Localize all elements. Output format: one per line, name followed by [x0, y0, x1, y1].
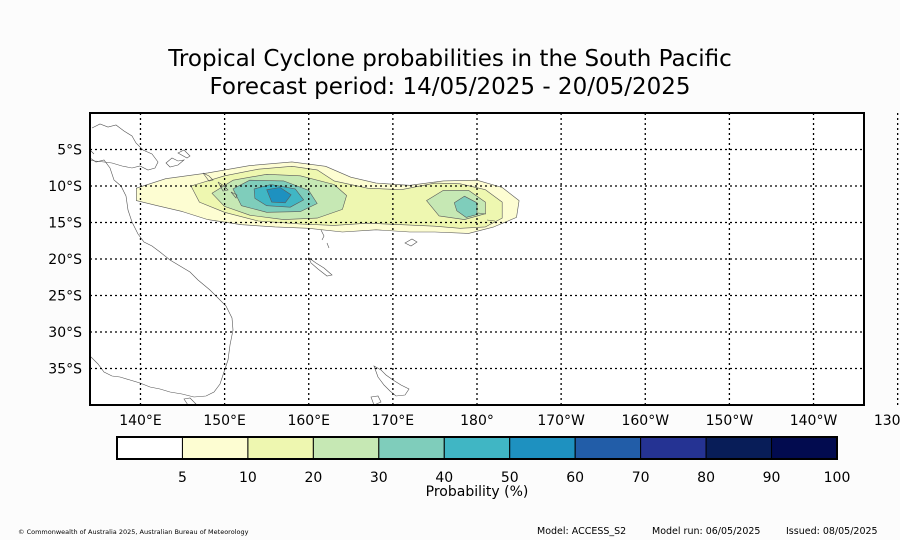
lat-tick-label: 35°S [48, 362, 82, 378]
model-name: Model: ACCESS_S2 [537, 526, 627, 537]
graticule [90, 113, 899, 405]
longitude-tick-labels: 140°E 150°E 160°E 170°E 180° 170°W 160°W 150°W 1… [119, 413, 900, 429]
colorbar-tick-labels: 5 10 20 30 40 50 60 70 80 90 100 [178, 470, 850, 486]
colorbar-segment-5 [443, 436, 511, 460]
colorbar-tick-label: 20 [304, 470, 322, 486]
lon-tick-label: 160°W [621, 413, 669, 429]
lon-tick-label: 170°E [372, 413, 415, 429]
colorbar-segment-6 [509, 436, 576, 460]
colorbar-segment-1 [181, 436, 249, 460]
copyright-note: © Commonwealth of Australia 2025, Austra… [18, 528, 249, 536]
colorbar-segment-8 [640, 436, 707, 460]
lat-tick-label: 15°S [48, 216, 82, 232]
colorbar-tick-label: 5 [178, 470, 187, 486]
colorbar-segment-0 [116, 436, 183, 460]
colorbar [116, 436, 838, 460]
latitude-tick-labels: 5°S 10°S 15°S 20°S 25°S 30°S 35°S [48, 143, 82, 378]
lat-tick-label: 25°S [48, 289, 82, 305]
colorbar-tick-label: 40 [435, 470, 453, 486]
colorbar-tick-label: 10 [239, 470, 257, 486]
lat-tick-label: 5°S [57, 143, 82, 159]
issued-date: Issued: 08/05/2025 [786, 526, 878, 537]
colorbar-label: Probability (%) [426, 484, 529, 500]
colorbar-tick-label: 100 [824, 470, 851, 486]
lat-tick-label: 10°S [48, 179, 82, 195]
colorbar-segment-2 [247, 436, 314, 460]
lat-tick-label: 30°S [48, 325, 82, 341]
probability-contours [136, 161, 520, 234]
lon-tick-label: 160°E [287, 413, 330, 429]
colorbar-tick-label: 70 [632, 470, 650, 486]
colorbar-segment-3 [312, 436, 380, 460]
chart-title: Tropical Cyclone probabilities in the So… [168, 46, 732, 72]
lon-tick-label: 180° [460, 413, 494, 429]
colorbar-segment-4 [378, 436, 445, 460]
lon-tick-label: 170°W [537, 413, 585, 429]
colorbar-tick-label: 60 [566, 470, 584, 486]
lon-tick-label: 150°E [203, 413, 246, 429]
colorbar-segment-10 [771, 436, 838, 460]
colorbar-frame [116, 436, 838, 460]
colorbar-segment-7 [574, 436, 642, 460]
lon-tick-label: 150°W [706, 413, 754, 429]
chart-subtitle: Forecast period: 14/05/2025 - 20/05/2025 [209, 74, 691, 100]
prob-region-50-7 [266, 187, 292, 204]
model-run-date: Model run: 06/05/2025 [652, 526, 761, 537]
colorbar-tick-label: 50 [501, 470, 519, 486]
lon-tick-label: 130°W [874, 413, 900, 429]
colorbar-segment-9 [705, 436, 773, 460]
lon-tick-label: 140°E [119, 413, 162, 429]
lon-tick-label: 140°W [790, 413, 838, 429]
colorbar-tick-label: 30 [370, 470, 388, 486]
map-frame [89, 112, 865, 406]
colorbar-tick-label: 90 [763, 470, 781, 486]
coastlines [89, 123, 496, 406]
colorbar-tick-label: 80 [697, 470, 715, 486]
lat-tick-label: 20°S [48, 252, 82, 268]
